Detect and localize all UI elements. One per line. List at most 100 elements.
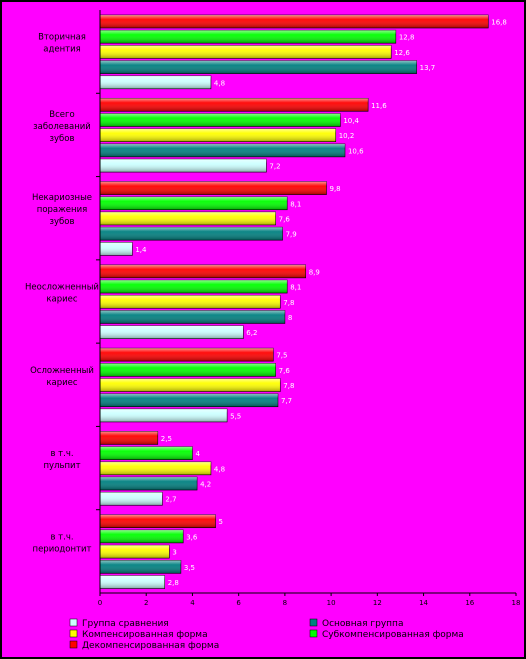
data-label: 7,6 (279, 367, 291, 375)
legend-swatch (309, 618, 318, 627)
data-label: 11,6 (371, 102, 387, 110)
x-tick-label: 8 (283, 599, 287, 607)
bar-shading (100, 477, 198, 491)
data-label: 9,8 (329, 185, 340, 193)
legend-label: Группа сравнения (82, 619, 169, 629)
legend-label: Основная группа (322, 619, 403, 629)
category-label: кариес (46, 378, 77, 388)
bar-shading (100, 45, 392, 59)
category-label: пульпит (43, 461, 80, 471)
bar-shading (100, 431, 158, 445)
x-tick-label: 4 (190, 599, 195, 607)
data-label: 1,4 (135, 246, 147, 254)
category-label: зубов (49, 134, 74, 144)
data-label: 3 (172, 549, 176, 557)
data-label: 12,6 (394, 49, 410, 57)
data-label: 4,8 (214, 465, 225, 473)
bar-shading (100, 560, 181, 574)
category-label: заболеваний (33, 122, 91, 132)
bar-shading (100, 545, 170, 559)
axes: Вторичная адентия Всего заболеваний зубов Нек… (25, 10, 520, 607)
category-label: Неосложненный (25, 283, 99, 293)
bar-shading (100, 98, 369, 112)
bar-shading (100, 348, 274, 362)
bar-shading (100, 310, 285, 324)
x-tick-label: 18 (512, 599, 521, 607)
data-label: 3,5 (184, 564, 195, 572)
bar-shading (100, 211, 276, 225)
bar-shading (100, 363, 276, 377)
bar-shading (100, 113, 341, 127)
legend: Группа сравнения Основная группа Компенсир… (69, 618, 464, 651)
data-label: 10,6 (348, 147, 364, 155)
data-label: 2,8 (168, 579, 179, 587)
bar-shading (100, 492, 163, 506)
category-label: Осложненный (30, 366, 94, 376)
data-label: 7,8 (283, 299, 294, 307)
x-tick-label: 12 (373, 599, 382, 607)
category-label: адентия (43, 45, 80, 55)
x-tick-label: 6 (236, 599, 241, 607)
bar-shading (100, 242, 133, 256)
x-tick-label: 0 (98, 599, 102, 607)
bar-shading (100, 75, 211, 89)
data-label: 7,6 (279, 215, 291, 223)
x-tick-label: 2 (144, 599, 148, 607)
bar-shading (100, 264, 306, 278)
data-label: 12,8 (399, 34, 415, 42)
data-label: 13,7 (420, 64, 436, 72)
legend-label: Декомпенсированная форма (82, 641, 219, 651)
bar-shading (100, 378, 281, 392)
x-tick-label: 14 (419, 599, 428, 607)
data-label: 7,5 (276, 352, 287, 360)
bar-shading (100, 196, 288, 210)
category-label: Некариозные (32, 193, 92, 203)
data-label: 8,1 (290, 200, 301, 208)
category-label: в т.ч. (50, 532, 73, 542)
x-tick-label: 16 (465, 599, 474, 607)
category-label: в т.ч. (50, 449, 73, 459)
legend-swatch (309, 629, 318, 638)
category-label: поражения (37, 205, 87, 215)
category-label: периодонтит (33, 544, 92, 554)
data-label: 4,2 (200, 481, 211, 489)
bar-shading (100, 295, 281, 309)
x-tick-label: 10 (327, 599, 336, 607)
bar-shading (100, 159, 267, 173)
data-label: 4 (195, 450, 200, 458)
bar-shading (100, 325, 244, 339)
data-label: 8 (288, 314, 292, 322)
category-label: Всего (49, 110, 74, 120)
legend-swatch (69, 629, 78, 638)
bar-shading (100, 15, 489, 28)
data-label: 10,2 (339, 132, 355, 140)
data-label: 3,6 (186, 533, 198, 541)
bar-shading (100, 575, 165, 589)
data-label: 2,5 (161, 435, 172, 443)
data-label: 2,7 (165, 496, 176, 504)
data-label: 5 (219, 518, 223, 526)
bar-shading (100, 408, 228, 422)
bar-shading (100, 280, 288, 294)
bar-shading (100, 446, 193, 460)
bar-shading (100, 181, 327, 195)
data-label: 7,8 (283, 382, 294, 390)
data-label: 7,2 (269, 163, 280, 171)
category-label: кариес (46, 295, 77, 305)
bar-shading (100, 529, 184, 543)
bars-layer: 16,8 12,8 12,6 13,7 4,8 11,6 10,4 10,2 10,6 7,2 9,… (99, 14, 507, 589)
legend-label: Компенсированная форма (82, 630, 208, 640)
data-label: 16,8 (491, 19, 507, 27)
data-label: 7,9 (286, 231, 297, 239)
bar-shading (100, 393, 278, 407)
legend-label: Субкомпенсированная форма (322, 630, 464, 640)
bar-shading (100, 60, 417, 74)
data-label: 4,8 (214, 79, 225, 87)
category-label: зубов (49, 217, 74, 227)
data-label: 8,1 (290, 284, 301, 292)
bar-shading (100, 30, 396, 44)
bar-shading (100, 143, 345, 157)
data-label: 6,2 (246, 329, 257, 337)
data-label: 8,9 (309, 268, 320, 276)
